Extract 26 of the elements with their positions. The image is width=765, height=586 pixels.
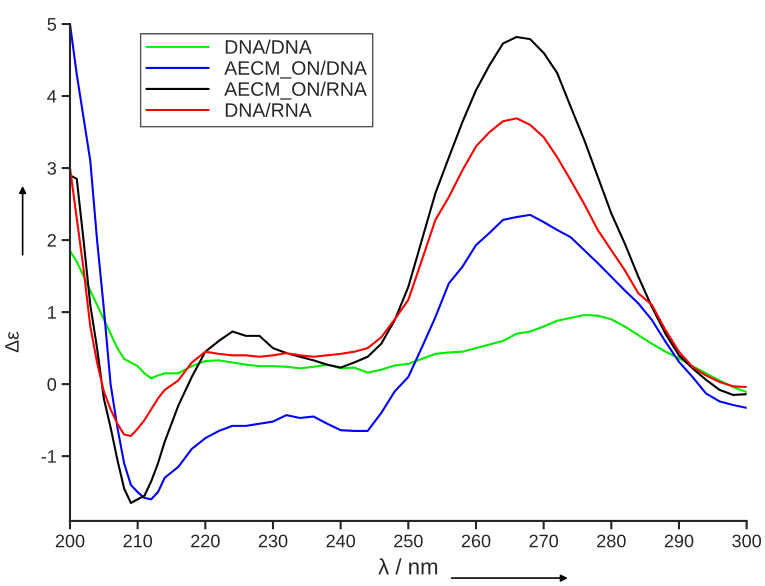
y-axis-title: Δε [5, 332, 19, 352]
x-axis-title: λ / nm [378, 558, 438, 575]
legend-label: DNA/RNA [226, 102, 312, 117]
y-tick-label: 5 [47, 18, 56, 31]
line-series [70, 117, 747, 438]
x-tick-label: 230 [258, 534, 288, 548]
x-tick-label: 260 [462, 534, 490, 548]
x-tick-label: 280 [597, 534, 626, 548]
legend-label: DNA/DNA [226, 40, 312, 54]
x-tick-label: 220 [191, 534, 220, 548]
y-tick-label: 4 [47, 90, 56, 103]
x-tick-label: 210 [124, 534, 152, 548]
line-series [70, 250, 747, 394]
y-tick-label: 0 [47, 378, 56, 391]
x-tick-label: 200 [56, 534, 84, 548]
x-tick-label: 240 [326, 534, 356, 548]
y-tick-label: 2 [48, 234, 56, 247]
x-tick-label: 250 [394, 534, 423, 548]
legend-label: AECM_ON/DNA [224, 60, 367, 79]
y-tick-label: -1 [42, 450, 56, 463]
x-tick-label: 290 [664, 534, 694, 548]
x-tick-label: 270 [529, 534, 558, 548]
x-tick-label: 300 [732, 534, 761, 548]
y-tick-label: 3 [47, 162, 56, 175]
y-tick-label: 1 [48, 306, 56, 319]
legend-label: AECM_ON/RNA [224, 82, 367, 100]
